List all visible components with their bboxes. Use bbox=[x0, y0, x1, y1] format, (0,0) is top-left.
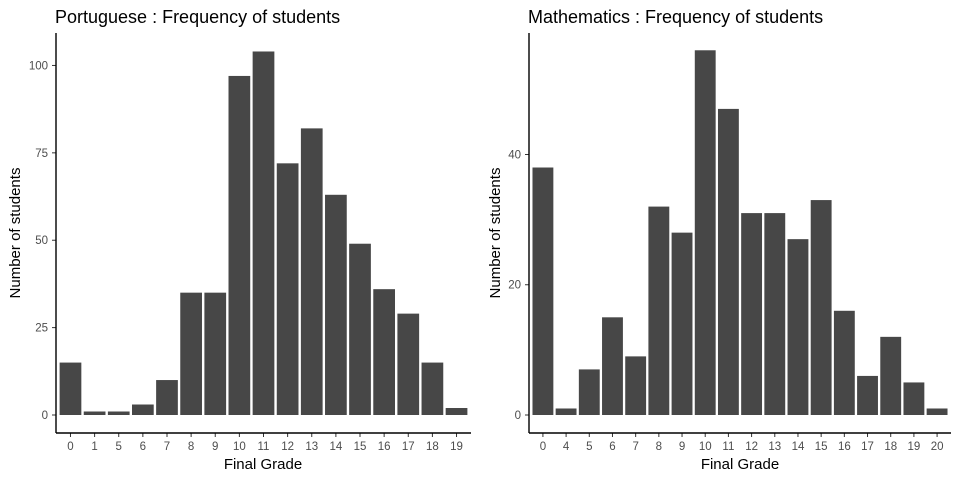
mathematics-bar-grade-5 bbox=[578, 369, 600, 415]
mathematics-bar-grade-20 bbox=[926, 408, 948, 415]
portuguese-x-tick-label: 7 bbox=[164, 441, 170, 453]
portuguese-x-tick-label: 19 bbox=[450, 441, 463, 453]
mathematics-bar-grade-8 bbox=[648, 206, 670, 415]
portuguese-chart-title: Portuguese : Frequency of students bbox=[55, 7, 340, 27]
portuguese-bar-grade-13 bbox=[300, 128, 323, 415]
mathematics-x-tick-label: 8 bbox=[656, 441, 662, 453]
portuguese-x-tick-label: 1 bbox=[91, 441, 97, 453]
portuguese-bar-grade-19 bbox=[445, 408, 468, 415]
mathematics-y-tick-label: 0 bbox=[515, 410, 521, 422]
portuguese-bar-grade-11 bbox=[252, 51, 275, 415]
mathematics-x-tick-label: 20 bbox=[931, 441, 944, 453]
mathematics-x-tick-label: 0 bbox=[540, 441, 546, 453]
mathematics-bar-grade-10 bbox=[694, 50, 716, 415]
portuguese-x-ticks: 0 1 5 6 7 8 9 10 11 12 13 14 15 16 17 18 19 bbox=[67, 433, 463, 453]
portuguese-bars bbox=[59, 51, 468, 415]
portuguese-x-tick-label: 18 bbox=[426, 441, 439, 453]
portuguese-bar-grade-12 bbox=[276, 163, 299, 415]
portuguese-x-tick-label: 11 bbox=[258, 441, 270, 453]
mathematics-x-tick-label: 13 bbox=[768, 441, 781, 453]
portuguese-x-tick-label: 13 bbox=[305, 441, 318, 453]
mathematics-x-tick-label: 4 bbox=[563, 441, 570, 453]
portuguese-bar-grade-6 bbox=[132, 404, 154, 415]
mathematics-bar-grade-9 bbox=[671, 232, 693, 415]
portuguese-x-tick-label: 6 bbox=[140, 441, 146, 453]
mathematics-bar-grade-6 bbox=[602, 317, 623, 415]
portuguese-bar-grade-5 bbox=[107, 411, 130, 415]
portuguese-x-tick-label: 16 bbox=[378, 441, 391, 453]
mathematics-y-axis-title: Number of students bbox=[487, 168, 504, 299]
portuguese-y-tick-label: 25 bbox=[35, 323, 48, 335]
mathematics-bars bbox=[532, 50, 948, 416]
mathematics-bar-grade-16 bbox=[833, 310, 855, 415]
portuguese-x-tick-label: 15 bbox=[354, 441, 367, 453]
portuguese-bar-grade-16 bbox=[373, 289, 395, 415]
mathematics-x-tick-label: 15 bbox=[815, 441, 828, 453]
portuguese-y-axis-title: Number of students bbox=[7, 168, 24, 299]
mathematics-bar-grade-18 bbox=[880, 336, 902, 415]
portuguese-y-tick-label: 75 bbox=[35, 148, 48, 160]
portuguese-bar-grade-15 bbox=[349, 243, 371, 415]
portuguese-x-tick-label: 10 bbox=[233, 441, 246, 453]
mathematics-x-tick-label: 17 bbox=[861, 441, 874, 453]
portuguese-x-tick-label: 17 bbox=[402, 441, 415, 453]
portuguese-bar-grade-18 bbox=[421, 362, 444, 415]
mathematics-y-tick-label: 40 bbox=[508, 149, 521, 161]
mathematics-bar-grade-17 bbox=[857, 375, 878, 415]
portuguese-bar-grade-17 bbox=[397, 313, 420, 415]
mathematics-bar-grade-12 bbox=[741, 213, 763, 415]
portuguese-bar-grade-7 bbox=[156, 380, 178, 415]
portuguese-x-tick-label: 9 bbox=[212, 441, 218, 453]
portuguese-bar-grade-1 bbox=[83, 411, 106, 415]
mathematics-bar-grade-14 bbox=[787, 239, 809, 415]
mathematics-bar-grade-11 bbox=[717, 108, 739, 416]
mathematics-x-tick-label: 7 bbox=[632, 441, 638, 453]
mathematics-x-tick-label: 12 bbox=[745, 441, 758, 453]
mathematics-bar-grade-15 bbox=[810, 200, 832, 415]
portuguese-y-tick-label: 50 bbox=[35, 235, 48, 247]
mathematics-x-tick-label: 5 bbox=[586, 441, 592, 453]
mathematics-y-tick-label: 20 bbox=[508, 280, 521, 292]
mathematics-bar-grade-0 bbox=[532, 167, 554, 415]
mathematics-x-ticks: 0 4 5 6 7 8 9 10 11 12 13 14 15 16 17 18 19 20 bbox=[540, 433, 944, 453]
mathematics-x-axis-title: Final Grade bbox=[701, 456, 779, 473]
portuguese-x-tick-label: 14 bbox=[329, 441, 342, 453]
portuguese-y-tick-label: 0 bbox=[42, 410, 48, 422]
mathematics-x-tick-label: 18 bbox=[884, 441, 897, 453]
mathematics-x-tick-label: 16 bbox=[838, 441, 851, 453]
portuguese-bar-grade-0 bbox=[59, 362, 82, 415]
portuguese-x-tick-label: 8 bbox=[188, 441, 194, 453]
portuguese-bar-grade-9 bbox=[204, 292, 227, 415]
mathematics-x-tick-label: 9 bbox=[679, 441, 685, 453]
portuguese-x-axis-title: Final Grade bbox=[224, 456, 302, 473]
portuguese-bar-grade-14 bbox=[325, 194, 347, 415]
portuguese-x-tick-label: 0 bbox=[67, 441, 73, 453]
portuguese-y-tick-label: 100 bbox=[29, 60, 48, 72]
mathematics-bar-grade-7 bbox=[625, 356, 647, 415]
portuguese-bar-grade-10 bbox=[228, 75, 251, 415]
mathematics-y-ticks: 0 20 40 bbox=[508, 149, 529, 422]
portuguese-x-tick-label: 12 bbox=[281, 441, 294, 453]
mathematics-x-tick-label: 6 bbox=[609, 441, 615, 453]
mathematics-bar-grade-13 bbox=[764, 213, 786, 415]
mathematics-x-tick-label: 14 bbox=[792, 441, 805, 453]
mathematics-x-tick-label: 19 bbox=[908, 441, 921, 453]
mathematics-x-tick-label: 11 bbox=[722, 441, 734, 453]
mathematics-bar-grade-19 bbox=[903, 382, 925, 415]
mathematics-panel: Mathematics : Frequency of students 0 4 5 6… bbox=[487, 7, 951, 473]
mathematics-chart-title: Mathematics : Frequency of students bbox=[528, 7, 823, 27]
mathematics-bar-grade-4 bbox=[555, 408, 577, 415]
portuguese-x-tick-label: 5 bbox=[116, 441, 122, 453]
mathematics-x-tick-label: 10 bbox=[699, 441, 712, 453]
portuguese-bar-grade-8 bbox=[180, 292, 202, 415]
portuguese-y-ticks: 0 25 50 75 100 bbox=[29, 60, 56, 422]
